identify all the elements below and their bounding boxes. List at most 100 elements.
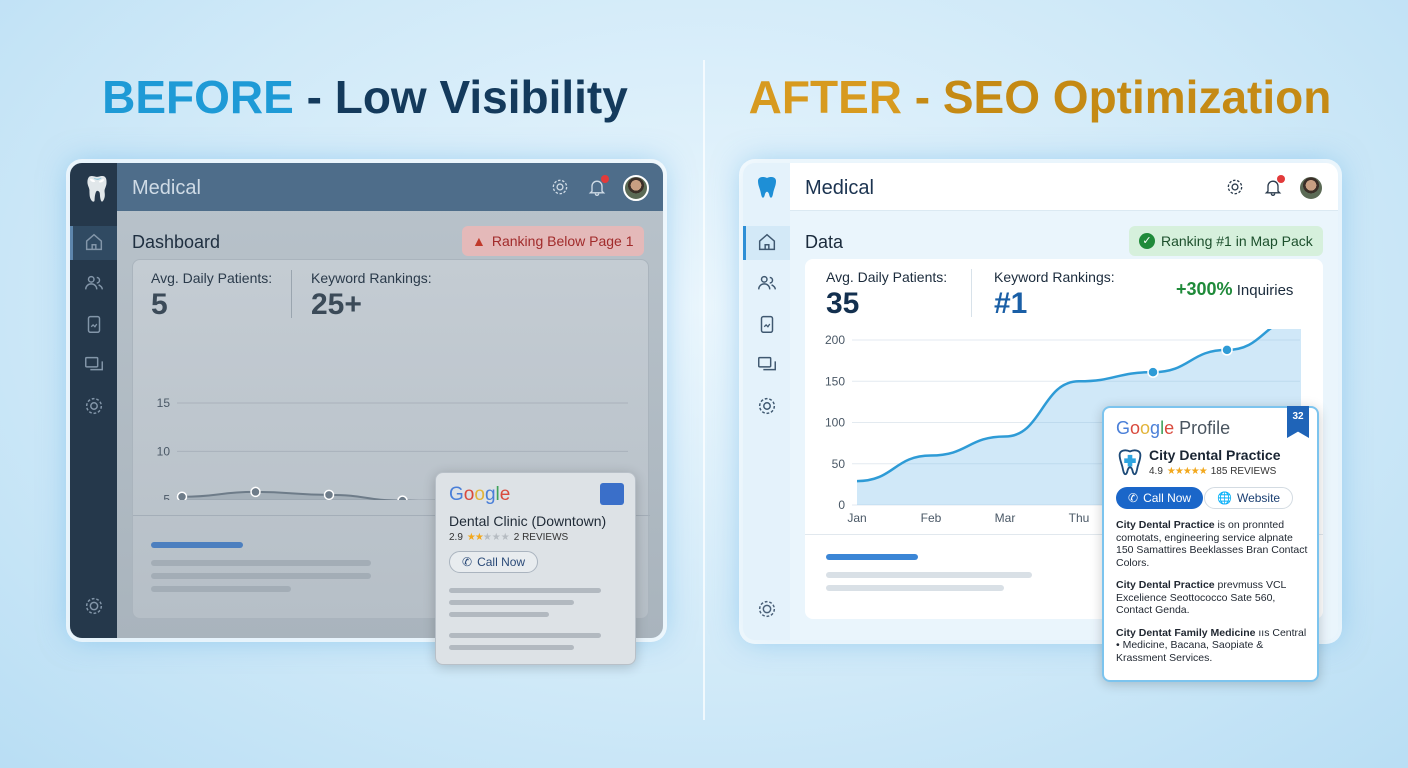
after-dashboard: Medical Data ✓ Ranking #1 in Map Pack Avg…: [743, 163, 1338, 640]
entry-title: City Dentat Family Medicine: [1116, 626, 1256, 639]
clipboard-icon[interactable]: [83, 313, 105, 335]
y-tick-label: 150: [825, 374, 845, 388]
x-tick-label: Jan: [847, 511, 866, 525]
bell-icon: [588, 180, 606, 196]
google-logo: Google: [1116, 418, 1175, 438]
y-tick-label: 5: [163, 493, 170, 500]
page-title: Dashboard: [132, 232, 221, 252]
rating-row: 4.9 ★★★★★ 185 REVIEWS: [1149, 466, 1276, 477]
entry-text: is on pronnted comotats, engineering ser…: [1116, 519, 1308, 569]
app-title: Medical: [132, 177, 201, 199]
notification-bell[interactable]: [587, 175, 609, 197]
y-tick-label: 10: [157, 444, 171, 458]
star-rating: ★★★★★: [1166, 466, 1208, 477]
data-point: [323, 489, 335, 500]
settings-icon[interactable]: [83, 595, 105, 617]
tooth-logo-icon: [755, 175, 779, 201]
google-logo: Google: [449, 484, 511, 505]
stat-value: 5: [151, 288, 168, 321]
star-rating: ★★★★★: [466, 532, 510, 543]
y-tick-label: 200: [825, 333, 845, 347]
website-button[interactable]: 🌐 Website: [1204, 487, 1294, 509]
entry-title: City Dental Practice: [1116, 519, 1215, 531]
notification-bell[interactable]: [1263, 175, 1285, 197]
users-icon[interactable]: [83, 272, 105, 294]
google-listing-card-before[interactable]: Google Dental Clinic (Downtown) 2.9 ★★★★★…: [435, 472, 636, 665]
separator: [805, 534, 1323, 535]
entry-title: City Dental Practice: [1116, 579, 1215, 591]
sidebar: [743, 163, 790, 640]
gear-icon[interactable]: [756, 395, 778, 417]
after-headline: AFTER - SEO Optimization: [690, 70, 1390, 124]
ranking-alert-badge: ▲ Ranking Below Page 1: [462, 226, 644, 256]
placeholder-bar: [151, 560, 371, 566]
x-tick-label: Thu: [1069, 511, 1090, 525]
data-point: [176, 491, 188, 500]
tooth-icon: [1118, 449, 1142, 476]
profile-entry: City Dental Practice is on pronnted como…: [1116, 519, 1311, 569]
review-count: 2 REVIEWS: [513, 532, 569, 543]
stat-label: Avg. Daily Patients:: [151, 270, 273, 286]
call-now-button[interactable]: ✆ Call Now: [449, 551, 539, 573]
tooth-logo-icon: 🦷: [82, 176, 112, 203]
data-point: [1221, 344, 1233, 356]
placeholder-bar: [449, 633, 601, 638]
profile-entry: City Dentat Family Medicine ııs Central …: [1116, 627, 1311, 665]
stat-label: Keyword Rankings:: [994, 269, 1115, 285]
settings-icon[interactable]: [756, 598, 778, 620]
inquiries-value: +300%: [1176, 279, 1233, 299]
placeholder-bar: [449, 588, 601, 593]
call-label: Call Now: [477, 555, 526, 569]
messages-icon[interactable]: [83, 354, 105, 376]
messages-icon[interactable]: [756, 354, 778, 376]
before-dashboard: 🦷 Medical Dashboard ▲ Ranking Below Page …: [70, 163, 663, 638]
nav-active: [743, 226, 790, 260]
bookmark-ribbon-icon: 32: [1287, 406, 1309, 438]
nav-active: [70, 226, 117, 260]
phone-icon: ✆: [1128, 491, 1139, 505]
stat-divider: [971, 269, 972, 317]
data-point: [1147, 366, 1159, 378]
x-tick-label: Mar: [995, 511, 1016, 525]
placeholder-bar: [826, 572, 1032, 578]
entry-text: prevmuss VCL Excelience Seottococco Sate…: [1116, 579, 1287, 616]
review-count: 185 REVIEWS: [1210, 466, 1277, 477]
business-name: City Dental Practice: [1149, 447, 1281, 463]
before-headline: BEFORE - Low Visibility: [15, 70, 715, 124]
rating-row: 2.9 ★★★★★ 2 REVIEWS: [449, 532, 568, 543]
x-tick-label: Feb: [921, 511, 942, 525]
top-bar: Medical: [790, 163, 1338, 211]
stat-value: 25+: [311, 288, 362, 321]
stat-value: 35: [826, 287, 860, 320]
profile-label: Profile: [1174, 418, 1231, 438]
y-tick-label: 100: [825, 416, 845, 430]
google-profile-card-after[interactable]: Google Profile 32 City Dental Practice 4…: [1102, 406, 1319, 682]
users-icon[interactable]: [756, 272, 778, 294]
separator: [133, 515, 650, 516]
google-profile-header: Google Profile: [1116, 418, 1230, 439]
placeholder-bar: [449, 600, 574, 605]
placeholder-bar: [151, 586, 291, 592]
page-title: Data: [805, 232, 844, 252]
clipboard-icon[interactable]: [756, 313, 778, 335]
avatar[interactable]: [623, 175, 649, 201]
gear-icon[interactable]: [1225, 177, 1245, 197]
stat-divider: [291, 270, 292, 318]
sidebar: 🦷: [70, 163, 117, 638]
rating-value: 2.9: [449, 532, 463, 543]
gear-icon[interactable]: [550, 177, 570, 197]
placeholder-bar: [449, 645, 574, 650]
gear-icon[interactable]: [83, 395, 105, 417]
alert-text: Ranking Below Page 1: [491, 233, 634, 249]
y-tick-label: 0: [838, 498, 845, 512]
home-icon[interactable]: [83, 231, 105, 253]
avatar[interactable]: [1298, 175, 1324, 201]
notification-badge: [601, 175, 609, 183]
notification-badge: [1277, 175, 1285, 183]
placeholder-bar: [151, 542, 243, 548]
call-now-button[interactable]: ✆ Call Now: [1116, 487, 1204, 509]
home-icon[interactable]: [756, 231, 778, 253]
warning-icon: ▲: [472, 233, 486, 249]
after-label: AFTER: [748, 71, 902, 123]
entry-text: ııs Central • Medicine, Bacana, Saopiate…: [1116, 626, 1307, 664]
